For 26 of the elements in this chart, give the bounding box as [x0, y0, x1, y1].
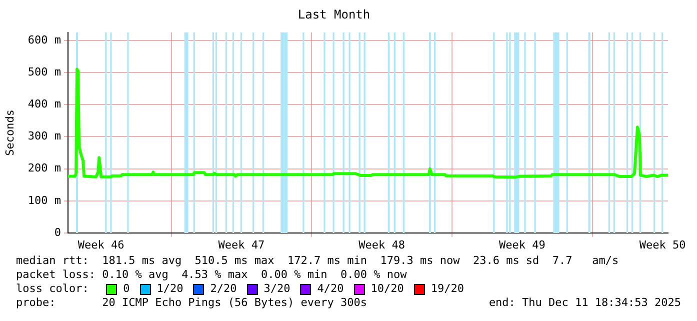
text: probe: 20 ICMP Echo Pings (56 Bytes) every 300s — [16, 296, 367, 310]
text: packet loss: 0.10 % avg 4.53 % max 0.00 % min 0.00 % now — [16, 268, 407, 282]
legend-title: loss color: — [16, 282, 90, 296]
legend-label: 19/20 — [430, 282, 464, 296]
y-tick-label: 500 m — [28, 65, 62, 78]
y-tick-label: 600 m — [28, 33, 62, 46]
chart-title: Last Month — [298, 7, 370, 22]
legend-label: 10/20 — [370, 282, 404, 296]
y-tick-label: 200 m — [28, 162, 62, 175]
legend-label: 2/20 — [210, 282, 237, 296]
y-tick-label: 0 — [54, 226, 61, 239]
y-tick-label: 300 m — [28, 130, 62, 143]
text: median rtt: 181.5 ms avg 510.5 ms max 172.7 ms min 179.3 ms now 23.6 ms sd 7.7 am/s — [16, 254, 619, 268]
x-tick-label: Week 46 — [78, 238, 124, 252]
text: end: Thu Dec 11 18:34:53 2025 — [488, 296, 681, 310]
y-tick-label: 100 m — [28, 194, 62, 207]
y-tick-label: 400 m — [28, 97, 62, 110]
legend-label: 4/20 — [317, 282, 344, 296]
x-tick-label: Week 47 — [218, 238, 265, 252]
x-tick-label: Week 49 — [498, 238, 546, 252]
x-tick-label: Week 48 — [358, 238, 405, 252]
legend-label: 3/20 — [264, 282, 290, 296]
x-tick-label: Week 50 — [639, 238, 686, 252]
legend-label: 1/20 — [156, 282, 184, 296]
y-axis-title: Seconds — [3, 110, 16, 156]
legend-label: 0 — [123, 282, 130, 296]
